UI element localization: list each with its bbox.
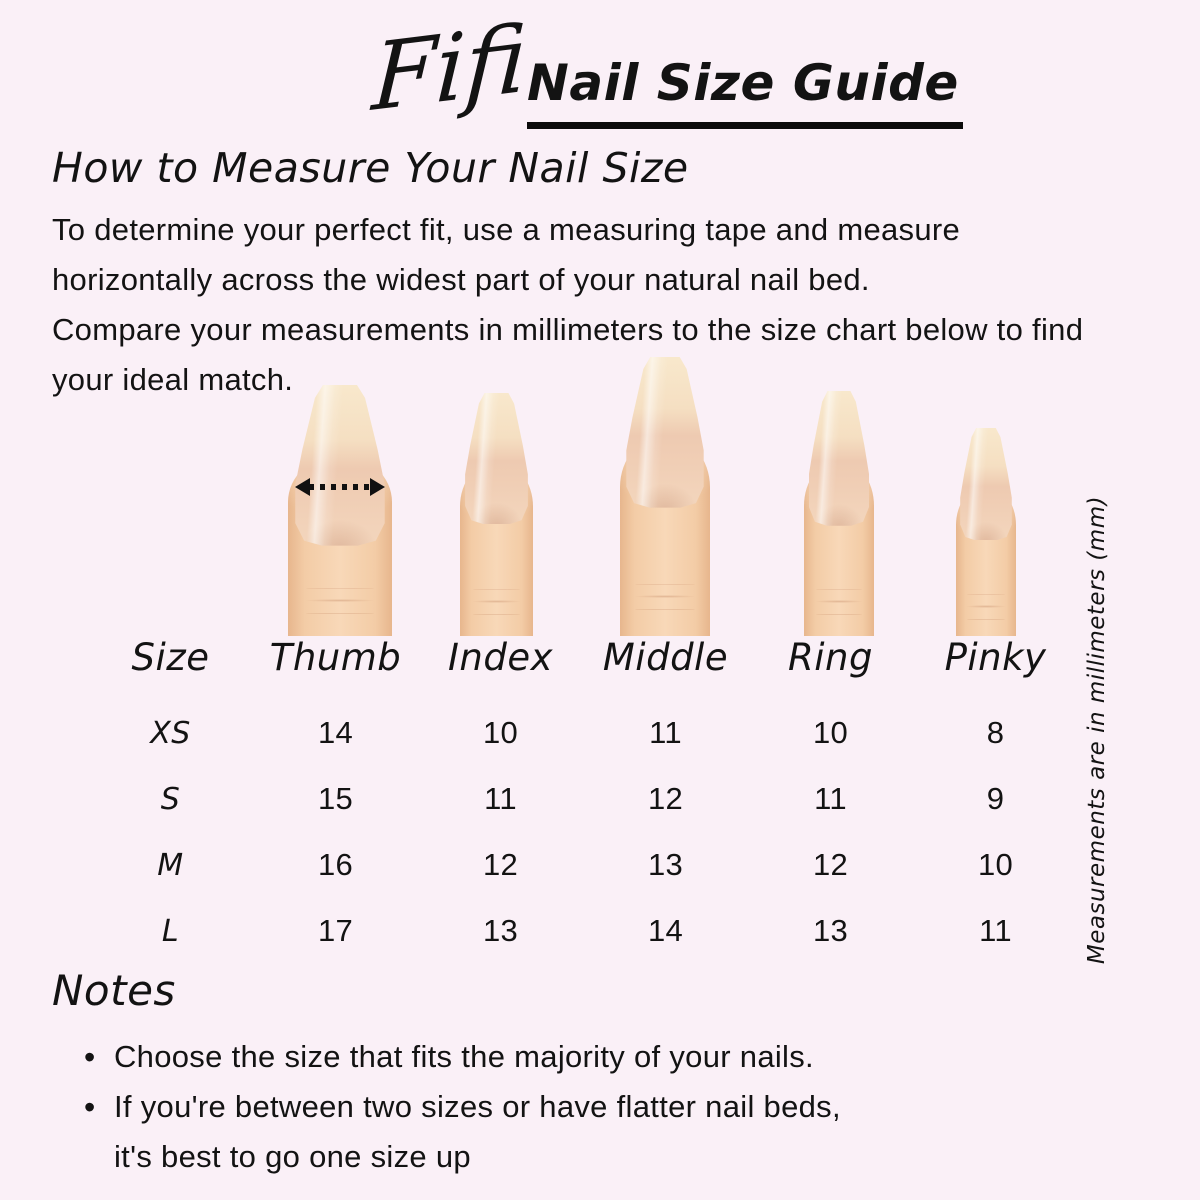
note-item-2-line-1: If you're between two sizes or have flat… [114,1089,841,1124]
column-header-middle: Middle [602,635,729,679]
value-s-index: 11 [484,781,517,816]
value-s-ring: 11 [814,781,847,816]
column-header-ring: Ring [788,635,873,679]
value-xs-index: 10 [482,715,519,750]
intro-line-2: horizontally across the widest part of y… [52,262,870,297]
value-m-index: 12 [482,847,519,882]
index-nail [465,393,528,525]
finger-illustration-middle [620,357,710,636]
pinky-nail [960,428,1012,541]
notes-list: Choose the size that fits the majority o… [84,1032,841,1182]
thumb-nail [295,385,385,546]
notes-heading: Notes [52,966,176,1015]
value-xs-pinky: 8 [986,715,1005,750]
size-row-label-m: M [157,847,184,883]
value-m-pinky: 10 [977,847,1014,882]
value-s-middle: 12 [647,781,684,816]
value-m-ring: 12 [812,847,849,882]
note-item-2-line-2: it's best to go one size up [114,1139,471,1174]
value-m-middle: 13 [647,847,684,882]
how-to-heading: How to Measure Your Nail Size [52,144,689,192]
brand-logo: Fifi [369,4,529,133]
intro-line-1: To determine your perfect fit, use a mea… [52,212,961,247]
value-l-thumb: 17 [317,913,354,948]
finger-illustration-thumb [288,385,392,636]
value-xs-ring: 10 [812,715,849,750]
ring-nail [808,391,870,526]
value-l-index: 13 [482,913,519,948]
intro-paragraph: To determine your perfect fit, use a mea… [52,205,1083,405]
note-item-1-line-1: Choose the size that fits the majority o… [114,1039,814,1074]
value-m-thumb: 16 [317,847,354,882]
size-row-label-l: L [161,913,180,949]
column-header-pinky: Pinky [944,635,1047,679]
column-header-thumb: Thumb [269,635,402,679]
value-s-thumb: 15 [317,781,354,816]
finger-illustration-ring [804,391,874,636]
note-item-2: If you're between two sizes or have flat… [84,1082,841,1182]
intro-line-4: your ideal match. [52,362,294,397]
value-l-pinky: 11 [979,913,1012,948]
middle-nail [626,357,704,508]
finger-illustration-pinky [956,428,1016,636]
units-side-note: Measurements are in millimeters (mm) [1084,495,1110,965]
page-title: Nail Size Guide [527,54,963,129]
value-xs-middle: 11 [649,715,682,750]
value-xs-thumb: 14 [317,715,354,750]
column-header-size: Size [131,635,210,679]
value-s-pinky: 9 [986,781,1005,816]
size-row-label-s: S [160,781,181,817]
size-table: Size Thumb Index Middle Ring Pinky XS 14… [88,614,1078,964]
note-item-1: Choose the size that fits the majority o… [84,1032,841,1082]
intro-line-3: Compare your measurements in millimeters… [52,312,1084,347]
measure-arrow-icon [296,482,384,492]
value-l-middle: 14 [647,913,684,948]
value-l-ring: 13 [812,913,849,948]
size-row-label-xs: XS [150,715,191,751]
finger-illustration-index [460,393,533,636]
column-header-index: Index [447,635,553,679]
